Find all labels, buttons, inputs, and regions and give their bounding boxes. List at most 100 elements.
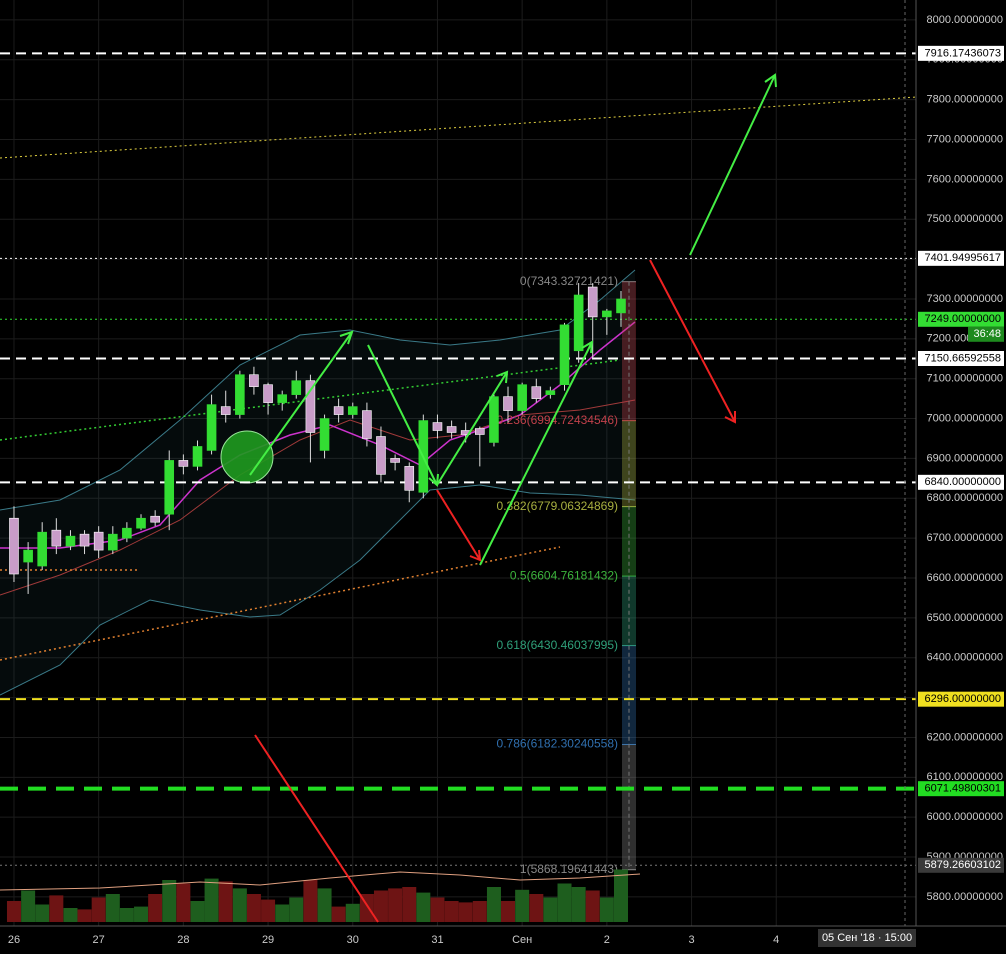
band-lower xyxy=(0,484,636,696)
volume-bar xyxy=(289,897,304,922)
fib-label: 0.236(6994.72434546) xyxy=(497,413,618,427)
price-axis xyxy=(916,0,1006,926)
candle-body xyxy=(446,426,457,433)
volume-bar xyxy=(134,906,149,922)
volume-bar xyxy=(63,908,78,922)
fib-zone: 0(7343.32721421) 0.236(6994.72434546) 0.38… xyxy=(497,274,636,876)
candle-body xyxy=(390,458,400,463)
fib-label: 1(5868.19641443) xyxy=(520,862,618,876)
volume-bar xyxy=(345,903,360,922)
x-tick-label: 28 xyxy=(177,934,189,946)
countdown-box xyxy=(968,326,1004,342)
volume-bar xyxy=(571,887,586,922)
trend-line xyxy=(0,546,561,661)
volume-bar xyxy=(21,890,36,922)
trend-line xyxy=(0,359,621,441)
fib-band xyxy=(622,420,636,507)
volume-bar xyxy=(416,892,431,922)
candle-body xyxy=(249,374,259,387)
candle-body xyxy=(545,390,556,395)
y-tick-label: 6400.00000000 xyxy=(927,652,1003,664)
candle-body xyxy=(150,515,160,523)
candle-body xyxy=(573,294,584,352)
candle-body xyxy=(559,324,570,385)
fib-label: 0.382(6779.06324869) xyxy=(497,499,618,513)
y-tick-label: 7700.00000000 xyxy=(927,133,1003,145)
candle-body xyxy=(235,374,245,415)
x-tick-label: 30 xyxy=(347,934,359,946)
axes: 5800.000000005900.000000006000.000000006… xyxy=(8,14,1004,946)
arrow-head xyxy=(428,473,439,488)
volume-bar xyxy=(529,894,544,922)
volume-bar xyxy=(119,908,134,922)
volume-bar xyxy=(472,901,487,922)
candle-body xyxy=(489,396,499,443)
candle-body xyxy=(291,380,302,395)
candle-body xyxy=(136,517,146,529)
arrows xyxy=(249,73,777,923)
y-tick-label: 7000.00000000 xyxy=(927,412,1003,424)
price-tag xyxy=(918,781,1004,797)
volume-bar xyxy=(35,904,50,922)
arrow xyxy=(649,259,736,423)
candle-body xyxy=(376,436,386,475)
y-tick-label: 5800.00000000 xyxy=(927,891,1003,903)
volume-bar xyxy=(331,906,346,922)
arrow xyxy=(249,331,353,476)
x-tick-label: 2 xyxy=(604,934,610,946)
y-tick-label: 6900.00000000 xyxy=(927,452,1003,464)
volume-bar xyxy=(501,901,516,922)
volume-bar xyxy=(246,894,261,922)
candle-body xyxy=(192,446,203,467)
candle-body xyxy=(108,533,118,551)
price-tag xyxy=(918,350,1004,366)
price-tag-label: 7249.00000000 xyxy=(925,313,1001,325)
fib-label: 0.618(6430.46037995) xyxy=(497,638,618,652)
arrow xyxy=(479,341,593,566)
x-tick-label: 27 xyxy=(93,934,105,946)
y-tick-label: 6200.00000000 xyxy=(927,731,1003,743)
price-tag xyxy=(918,474,1004,490)
arrow-head xyxy=(764,73,777,88)
candle-body xyxy=(517,384,527,411)
candle-body xyxy=(122,527,132,539)
grid xyxy=(0,0,916,926)
arrow-head xyxy=(724,411,736,424)
candle-body xyxy=(587,286,598,318)
countdown: 36:48 xyxy=(973,328,1001,340)
fib-label: 0.5(6604.76181432) xyxy=(510,568,618,582)
y-tick-label: 6000.00000000 xyxy=(927,811,1003,823)
volume-bar xyxy=(515,889,530,922)
x-tick-label: 4 xyxy=(773,934,779,946)
band-fill xyxy=(0,270,635,695)
volume-bar xyxy=(402,887,417,922)
volume-bar xyxy=(148,894,163,922)
candle-body xyxy=(319,418,330,451)
price-tag-label: 7401.94995617 xyxy=(925,252,1001,264)
arrow xyxy=(436,371,508,486)
candle-body xyxy=(9,517,19,575)
volume-bar xyxy=(91,897,106,922)
volume-bar xyxy=(486,887,501,922)
y-tick-label: 6100.00000000 xyxy=(927,771,1003,783)
volume-bar xyxy=(218,881,233,922)
volume-bar xyxy=(388,888,403,922)
volume-bar xyxy=(458,902,473,922)
candle-body xyxy=(206,404,217,451)
candle-body xyxy=(23,549,33,563)
volume-bar xyxy=(585,890,600,922)
volume-bar xyxy=(6,901,21,922)
volume-bar xyxy=(557,883,572,922)
volume-bar xyxy=(317,888,332,922)
y-tick-label: 6700.00000000 xyxy=(927,532,1003,544)
drawings xyxy=(0,96,917,661)
volume-pane xyxy=(6,869,628,922)
x-tick-label: 3 xyxy=(688,934,694,946)
candle-body xyxy=(305,380,316,433)
price-tag-label: 6840.00000000 xyxy=(925,476,1001,488)
y-tick-label: 7300.00000000 xyxy=(927,293,1003,305)
ma-fast xyxy=(0,321,636,549)
arrow-head xyxy=(496,370,509,384)
volume-bar xyxy=(373,890,388,922)
candle-body xyxy=(503,396,513,411)
